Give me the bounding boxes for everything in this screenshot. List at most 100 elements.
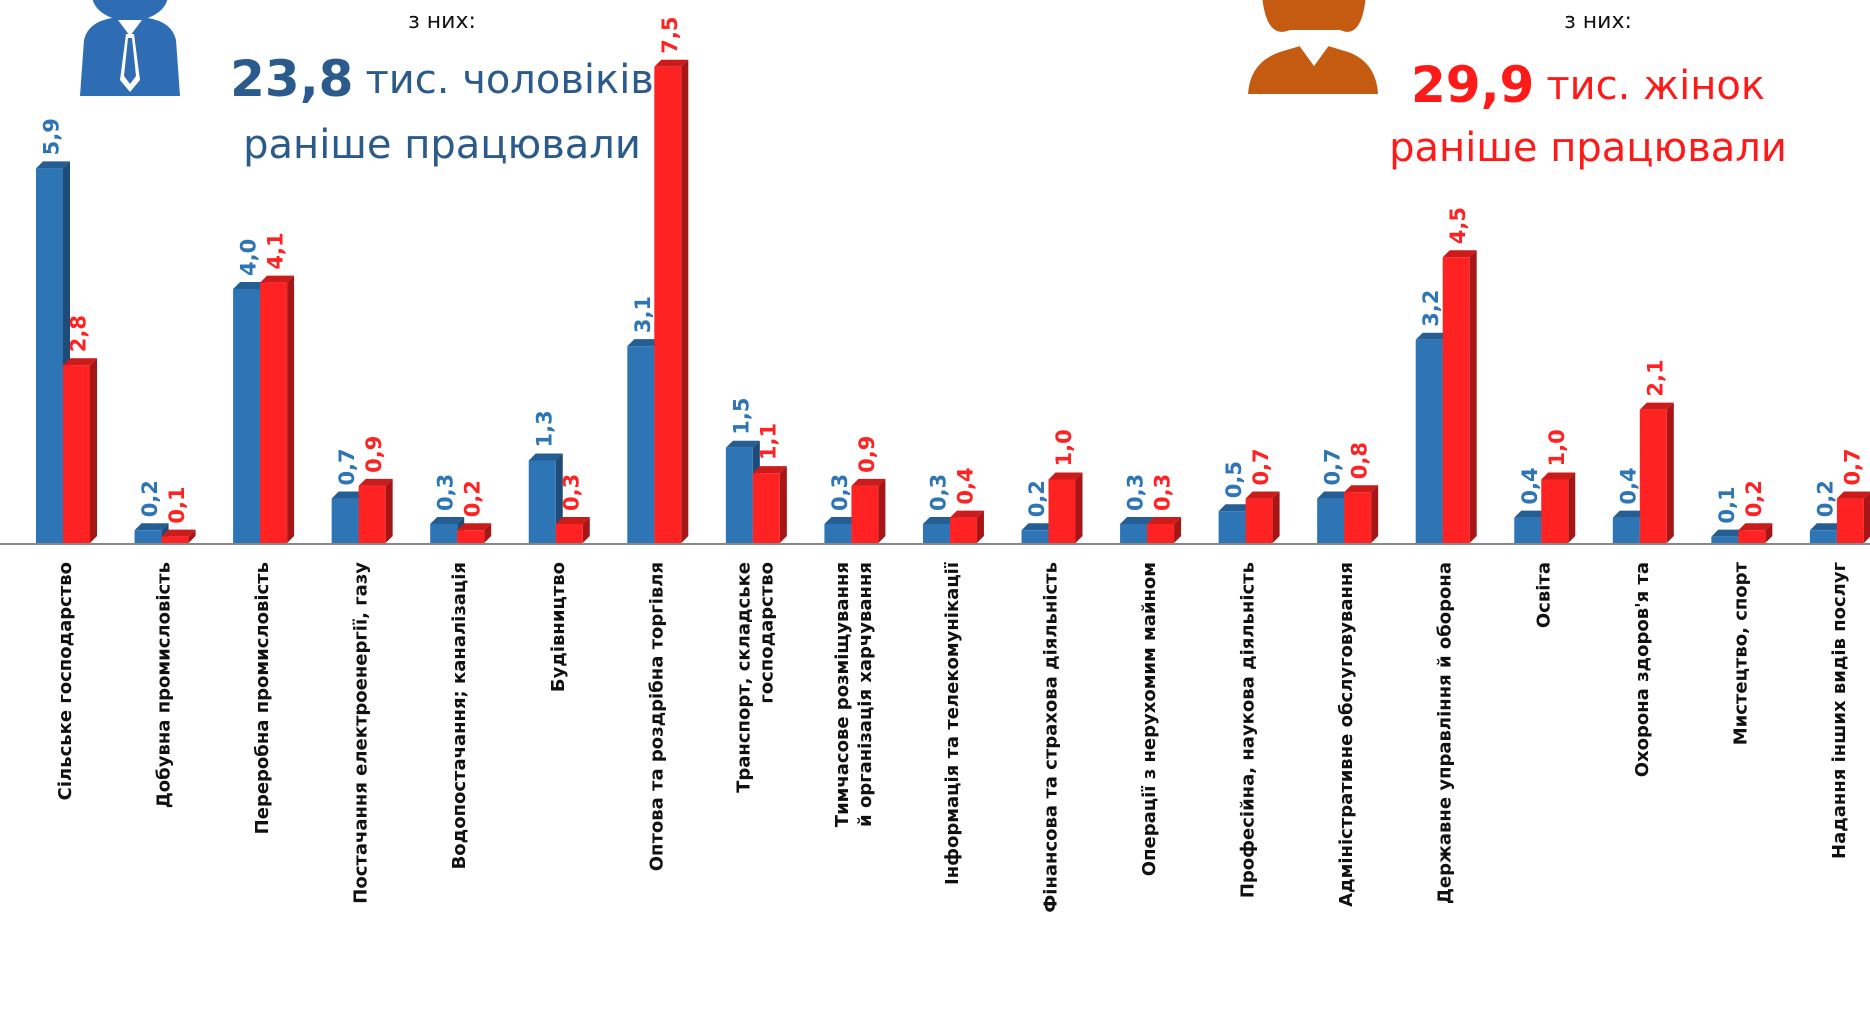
value-label: 0,2 <box>1025 480 1049 517</box>
bar-side <box>1272 491 1280 543</box>
x-tick-label: Фінансова та страхова діяльність <box>1041 562 1062 913</box>
bar <box>725 447 753 543</box>
bar <box>36 168 63 543</box>
value-label: 1,3 <box>532 410 556 447</box>
note: раніше працювали <box>243 122 641 168</box>
bar <box>851 485 879 543</box>
bar-top <box>1738 523 1773 531</box>
bar-top <box>1809 523 1844 531</box>
x-tick-label: Тимчасове розміщування й організація харч… <box>832 562 876 827</box>
bar-top <box>1048 472 1083 480</box>
bar-side <box>484 523 492 543</box>
man-icon <box>80 0 180 96</box>
value-label: 0,7 <box>1840 448 1864 485</box>
bar-top <box>233 282 268 289</box>
x-tick-label: Надання інших видів послуг <box>1829 562 1850 859</box>
bar-side <box>878 478 886 543</box>
intro: з них: <box>408 9 476 34</box>
bar-top <box>1147 516 1182 524</box>
x-tick-label-line: Операції з нерухомим майном <box>1139 562 1160 876</box>
x-tick-label-line: Охорона здоров'я та <box>1632 562 1653 777</box>
x-tick-label: Освіта <box>1533 562 1554 628</box>
bar-top <box>1442 250 1477 258</box>
value-label: 3,1 <box>631 296 655 333</box>
headline-number: 29,9 <box>1411 56 1534 114</box>
bar <box>1639 409 1667 543</box>
value-label: 7,5 <box>658 17 682 54</box>
x-tick-label: Мистецтво, спорт <box>1730 561 1751 745</box>
bar-side <box>385 478 393 543</box>
x-tick-label-line: Адміністративне обслуговування <box>1336 562 1357 907</box>
x-tick-label: Постачання електроенергії, газу <box>351 562 372 904</box>
headline-unit: тис. жінок <box>1546 63 1765 109</box>
value-label: 4,1 <box>264 232 288 269</box>
bar-top <box>752 466 787 474</box>
bar <box>1514 517 1542 543</box>
bar <box>1120 523 1148 543</box>
bar-top <box>1612 510 1647 518</box>
bar <box>1344 492 1372 543</box>
bar <box>233 289 261 543</box>
bar-side <box>1666 402 1674 543</box>
value-label: 0,4 <box>1616 467 1640 504</box>
bar <box>627 346 655 543</box>
value-label: 0,7 <box>335 448 359 485</box>
bar-side <box>1371 485 1379 543</box>
value-label: 0,3 <box>1124 474 1148 511</box>
value-label: 0,4 <box>1518 467 1542 504</box>
value-label: 1,1 <box>756 423 780 460</box>
bar-side <box>779 466 787 543</box>
bar-top <box>1541 472 1576 480</box>
value-label: 0,7 <box>1249 448 1273 485</box>
bar-top <box>627 339 662 347</box>
bar <box>1218 511 1246 543</box>
x-tick-label-line: Освіта <box>1533 562 1554 628</box>
x-tick-label-line: Транспорт, складське <box>733 562 754 793</box>
value-label: 1,0 <box>1545 429 1569 466</box>
x-tick-label-line: Добувна промисловість <box>154 562 175 808</box>
bar-side <box>1568 472 1576 543</box>
bar-top <box>1218 504 1253 512</box>
bar <box>528 460 556 543</box>
value-label: 1,0 <box>1052 429 1076 466</box>
bar-top <box>1639 402 1674 410</box>
bar-side <box>90 358 97 543</box>
bar-top <box>1344 485 1379 493</box>
bar-top <box>654 59 689 67</box>
bar-top <box>1836 491 1870 499</box>
bar <box>1021 530 1049 543</box>
bar <box>1711 536 1739 543</box>
bar-top <box>922 516 957 524</box>
x-tick-label-line: Мистецтво, спорт <box>1730 561 1751 745</box>
value-label: 0,2 <box>461 480 485 517</box>
bar <box>752 473 780 543</box>
x-tick-label-line: Оптова та роздрібна торгівля <box>646 562 667 871</box>
bar-top <box>851 478 886 486</box>
value-label: 0,1 <box>1715 486 1739 523</box>
bar <box>331 498 359 543</box>
x-tick-label-line: й організація харчування <box>855 562 876 827</box>
bar-top <box>457 523 492 531</box>
x-tick-label-line: Постачання електроенергії, газу <box>351 562 372 904</box>
bar <box>824 523 852 543</box>
bar-side <box>1469 250 1477 543</box>
value-label: 0,2 <box>1742 480 1766 517</box>
value-label: 2,1 <box>1643 359 1667 396</box>
bar-top <box>1415 332 1450 340</box>
x-tick-label: Адміністративне обслуговування <box>1336 562 1357 907</box>
x-tick-label: Водопостачання; каналізація <box>449 562 470 869</box>
x-tick-label: Операції з нерухомим майном <box>1139 562 1160 876</box>
headline: 23,8 тис. чоловіків <box>230 50 654 108</box>
bar <box>1442 257 1470 543</box>
value-label: 0,9 <box>362 436 386 473</box>
bar-top <box>358 478 393 486</box>
bar <box>430 523 458 543</box>
note: раніше працювали <box>1389 125 1787 171</box>
bar <box>1317 498 1345 543</box>
value-label: 1,5 <box>729 398 753 435</box>
x-tick-label: Транспорт, складське господарство <box>733 562 777 793</box>
bar-top <box>949 510 984 518</box>
bar-side <box>188 529 196 543</box>
bar <box>1048 479 1076 543</box>
